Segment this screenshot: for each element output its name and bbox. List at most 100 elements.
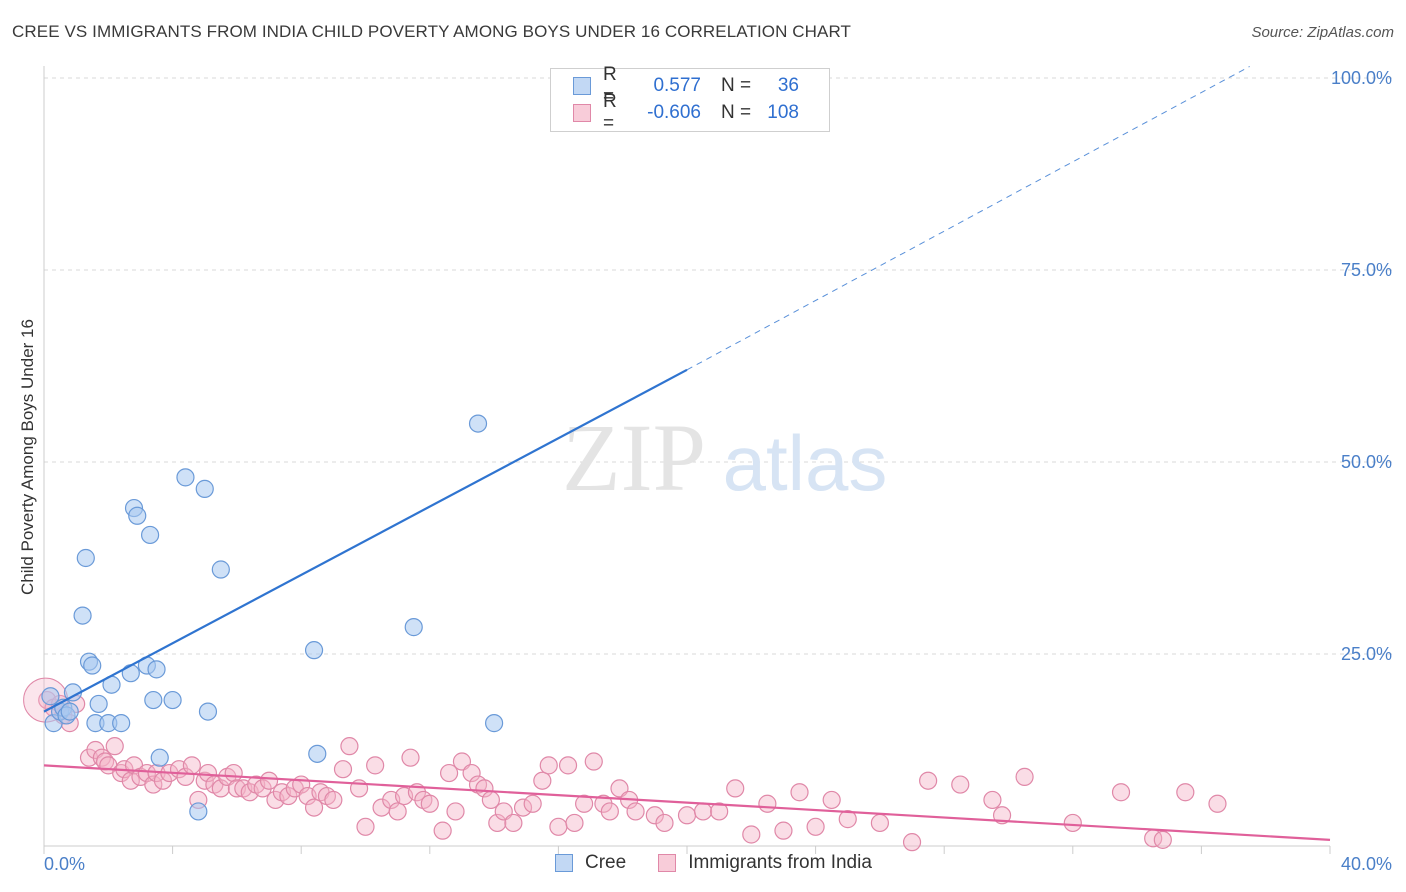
legend-n-label: N = — [721, 102, 752, 123]
india-point — [401, 748, 420, 767]
india-point — [565, 813, 584, 833]
cree-point — [404, 618, 423, 637]
cree-point — [189, 802, 208, 821]
cree-point — [76, 548, 95, 568]
correlation-legend: R = 0.577 N = 36 R = -0.606 N = 108 — [550, 64, 830, 134]
india-point — [259, 771, 279, 790]
legend-swatch-india — [573, 104, 591, 122]
cree-point — [150, 748, 169, 767]
india-point — [558, 756, 578, 775]
india-point — [693, 802, 713, 821]
legend-r-value: 0.577 — [653, 75, 701, 96]
legend-n-label: N = — [721, 75, 752, 96]
watermark: ZIP atlas — [562, 404, 887, 511]
india-point — [433, 821, 452, 840]
india-point — [105, 737, 124, 756]
tick-labels: 25.0% 50.0% 75.0% 100.0% 0.0% 40.0% — [44, 68, 1392, 874]
legend-r-label: R = — [603, 91, 617, 134]
india-point — [600, 802, 619, 821]
cree-point — [485, 714, 504, 733]
india-point — [121, 771, 140, 790]
india-point — [144, 775, 163, 794]
india-point — [1176, 783, 1195, 802]
legend-swatch-cree — [573, 77, 591, 95]
legend-item-cree: Cree — [555, 852, 626, 874]
india-point — [539, 756, 558, 775]
legend-n-value: 108 — [767, 102, 799, 123]
india-point — [198, 763, 218, 783]
cree-point — [128, 506, 147, 525]
india-point — [1208, 794, 1227, 813]
grid-lines — [44, 77, 1392, 655]
cree-point — [147, 660, 166, 679]
cree-point — [60, 702, 79, 721]
india-point — [710, 802, 729, 821]
india-point — [677, 806, 697, 825]
india-trend-line — [43, 764, 1331, 841]
cree-trend-line — [43, 368, 688, 713]
india-point — [626, 802, 645, 821]
cree-point — [304, 641, 324, 660]
india-point — [774, 821, 793, 840]
legend-r-value: -0.606 — [647, 102, 701, 123]
india-point — [758, 794, 777, 813]
india-point — [388, 802, 407, 821]
india-point — [919, 771, 938, 790]
cree-point — [144, 690, 163, 710]
india-point — [1153, 830, 1172, 849]
cree-point — [163, 690, 182, 710]
india-point — [137, 763, 156, 783]
india-point — [304, 798, 324, 817]
india-point — [324, 790, 343, 810]
india-point — [575, 794, 594, 813]
india-point — [726, 779, 745, 798]
india-point — [951, 775, 970, 794]
legend-n-value: 36 — [777, 75, 799, 96]
cree-trend-extension — [686, 66, 1250, 371]
india-points — [23, 677, 1227, 852]
legend-label-cree: Cree — [585, 852, 627, 873]
legend-row-cree: R = 0.577 N = 36 — [573, 64, 799, 107]
india-point — [439, 763, 459, 783]
cree-point — [41, 687, 60, 706]
india-point — [645, 806, 664, 825]
y-tick-label: 25.0% — [1341, 644, 1392, 664]
cree-point — [176, 468, 195, 487]
cree-point — [73, 606, 92, 625]
cree-point — [198, 702, 218, 721]
india-point — [655, 813, 674, 833]
cree-point — [211, 560, 230, 579]
watermark-atlas: atlas — [723, 419, 888, 507]
india-point — [533, 771, 552, 790]
y-tick-label: 50.0% — [1341, 452, 1392, 472]
india-point — [584, 752, 603, 771]
india-point — [870, 813, 890, 833]
y-tick-label: 100.0% — [1331, 68, 1392, 88]
india-point — [742, 825, 761, 844]
legend-swatch-cree — [555, 854, 573, 872]
india-point — [356, 817, 375, 836]
cree-point — [140, 525, 160, 545]
trend-lines — [43, 66, 1331, 841]
india-point — [182, 756, 201, 775]
legend-swatch-india — [658, 854, 677, 872]
series-legend: Cree Immigrants from India — [555, 852, 904, 874]
india-point — [366, 756, 385, 775]
axes — [43, 66, 1331, 854]
india-point — [549, 817, 568, 836]
cree-points — [41, 414, 504, 821]
india-point — [822, 790, 841, 810]
india-point — [983, 790, 1002, 810]
india-point — [333, 760, 353, 779]
legend-item-india: Immigrants from India — [658, 852, 872, 874]
x-tick-label: 0.0% — [44, 854, 85, 874]
india-point — [340, 737, 359, 756]
india-point — [462, 763, 481, 783]
india-point — [1111, 783, 1131, 802]
legend-r-label: R = — [603, 64, 617, 107]
india-point — [475, 779, 494, 798]
chart-title: CREE VS IMMIGRANTS FROM INDIA CHILD POVE… — [12, 22, 852, 41]
india-point — [523, 794, 542, 813]
india-point — [806, 817, 825, 836]
